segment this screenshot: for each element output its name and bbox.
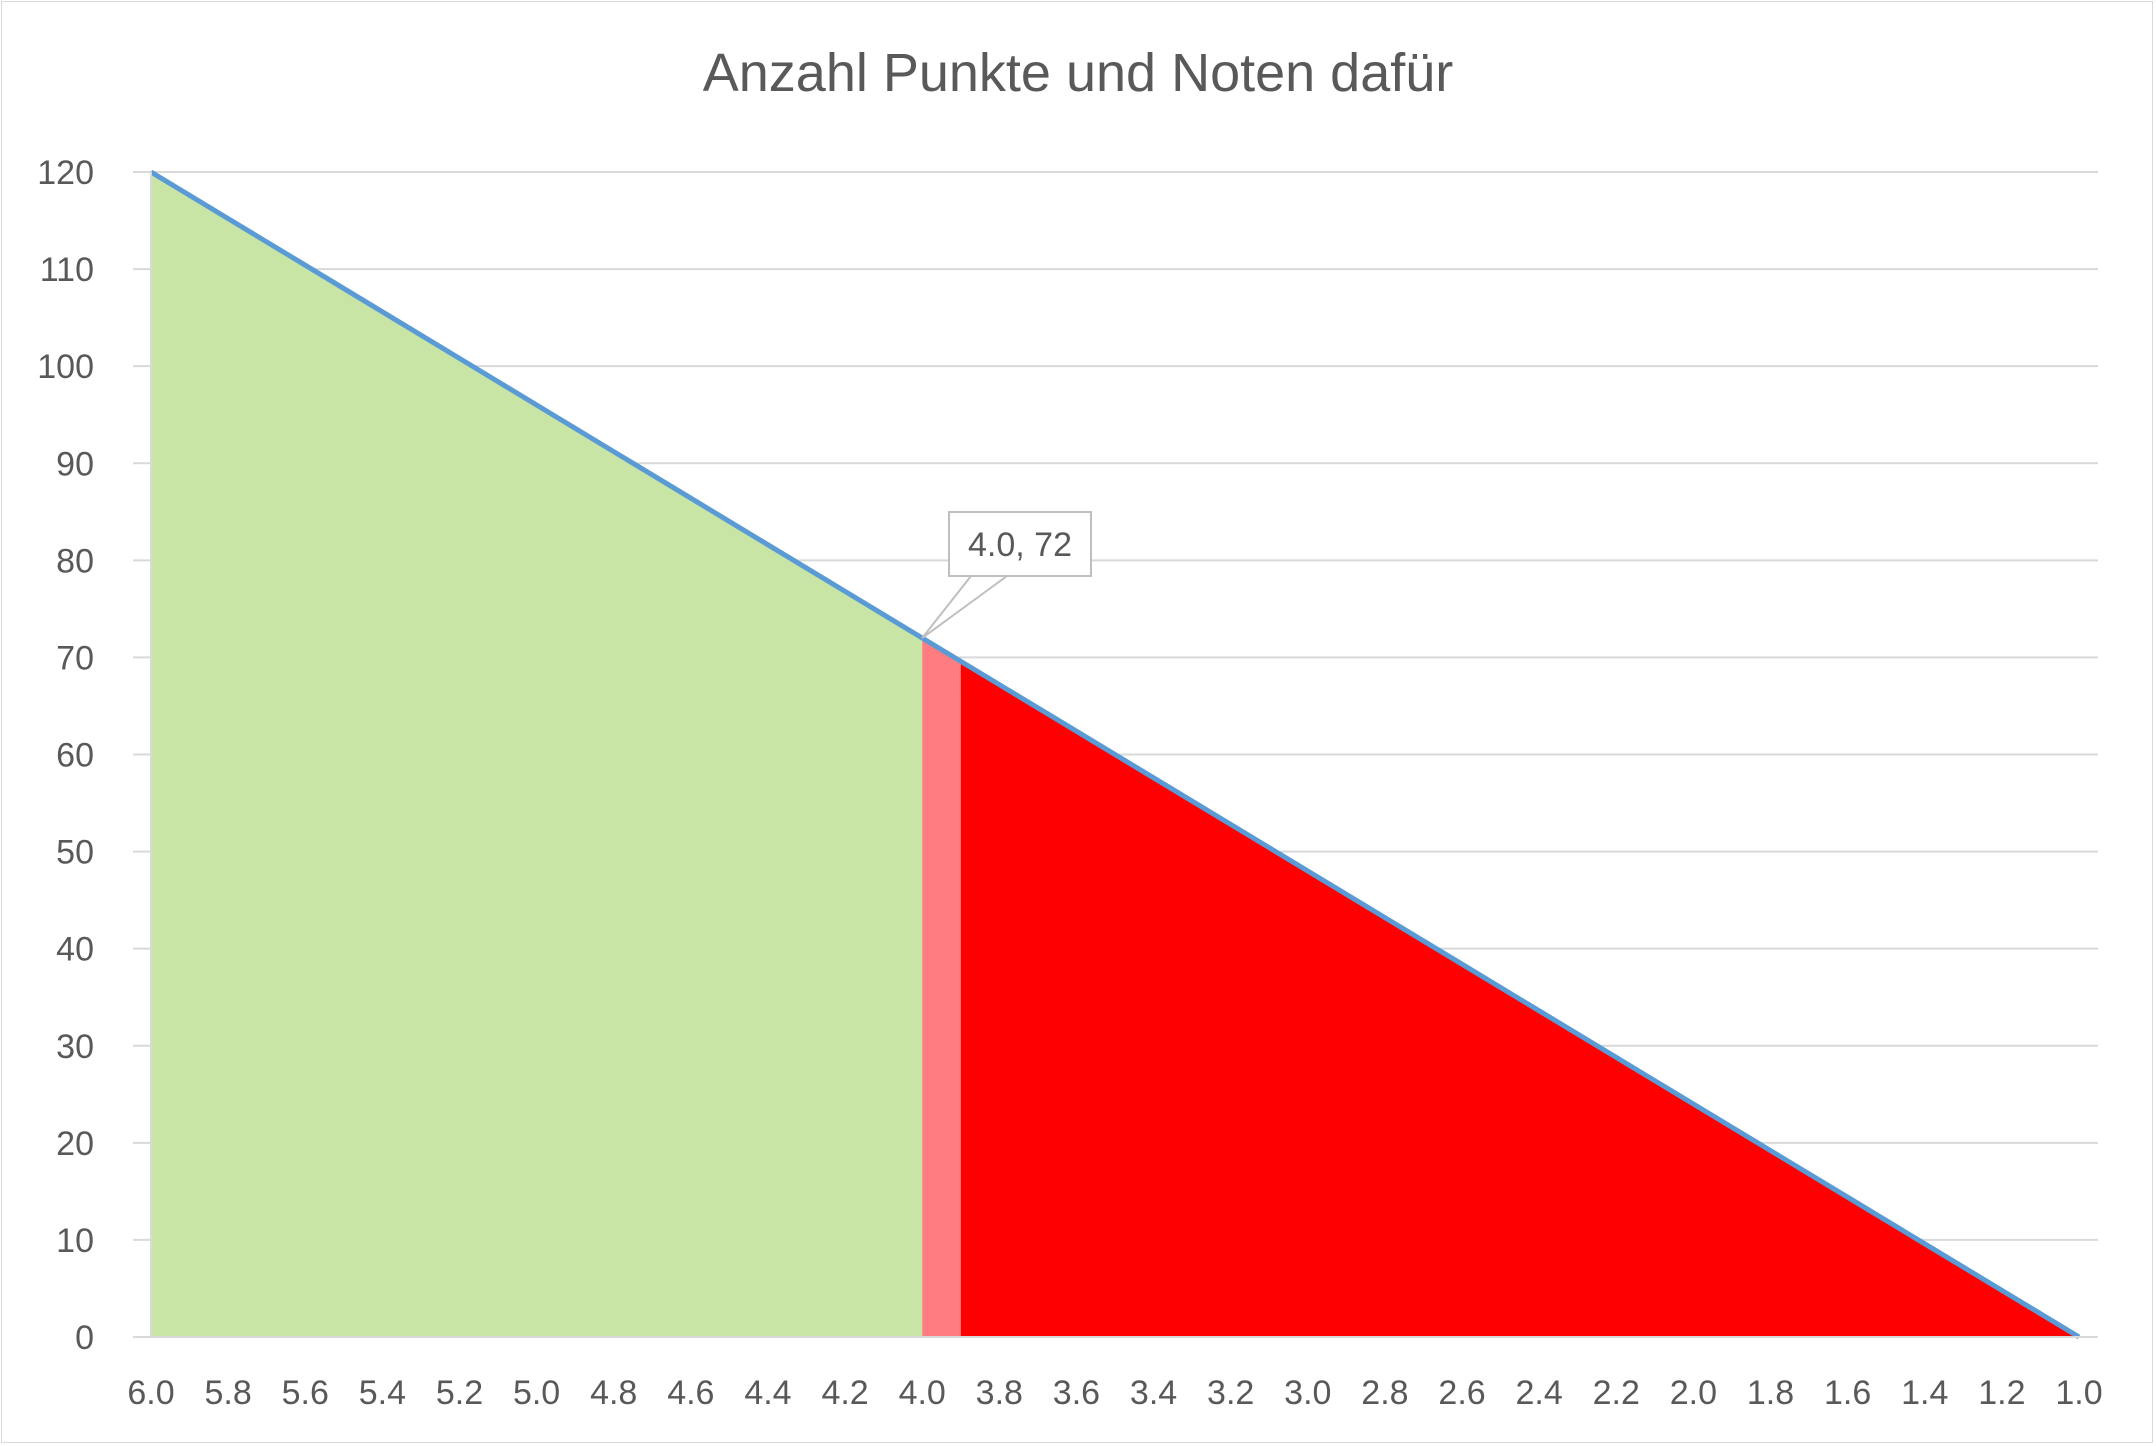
x-tick-label: 2.4 [1516, 1374, 1563, 1412]
y-tick-label: 0 [75, 1319, 94, 1357]
axes [133, 172, 2098, 1338]
x-tick-label: 5.0 [513, 1374, 560, 1412]
x-tick-label: 6.0 [127, 1374, 174, 1412]
x-tick-labels: 6.0 5.8 5.6 5.4 5.2 5.0 4.8 4.6 4.4 4.2 4.0 3.8 3.6 3… [127, 1374, 2102, 1412]
x-tick-label: 2.8 [1361, 1374, 1408, 1412]
y-tick-label: 80 [56, 542, 94, 580]
y-tick-label: 40 [56, 931, 94, 969]
callout-label: 4.0, 72 [968, 526, 1072, 564]
x-tick-label: 5.6 [282, 1374, 329, 1412]
y-tick-label: 90 [56, 445, 94, 483]
y-tick-label: 50 [56, 834, 94, 872]
x-tick-label: 2.6 [1438, 1374, 1485, 1412]
series-line-layer [149, 169, 2081, 1340]
x-tick-label: 3.4 [1130, 1374, 1177, 1412]
x-tick-label: 5.2 [436, 1374, 483, 1412]
y-tick-labels: 0 10 20 30 40 50 60 70 80 90 100 110 120 [37, 154, 94, 1357]
y-tick-label: 70 [56, 639, 94, 677]
series-line [149, 169, 2081, 1340]
area-region [922, 638, 961, 1337]
x-tick-label: 1.8 [1747, 1374, 1794, 1412]
x-tick-label: 1.6 [1824, 1374, 1871, 1412]
y-tick-label: 100 [37, 348, 94, 386]
x-tick-label: 5.8 [204, 1374, 251, 1412]
y-tick-label: 30 [56, 1028, 94, 1066]
x-tick-label: 2.0 [1670, 1374, 1717, 1412]
callout-box [948, 511, 1092, 577]
chart-title: Anzahl Punkte und Noten dafür [702, 43, 1454, 103]
y-tick-label: 20 [56, 1125, 94, 1163]
x-tick-label: 4.2 [821, 1374, 868, 1412]
callout-pointer [921, 575, 1008, 639]
y-tick-label: 120 [37, 154, 94, 192]
x-tick-label: 1.4 [1901, 1374, 1948, 1412]
x-tick-label: 4.6 [667, 1374, 714, 1412]
x-tick-label: 4.0 [899, 1374, 946, 1412]
area-region [151, 172, 923, 1337]
x-tick-label: 2.2 [1593, 1374, 1640, 1412]
x-tick-label: 3.0 [1284, 1374, 1331, 1412]
y-tick-label: 110 [40, 251, 94, 289]
x-tick-label: 1.2 [1978, 1374, 2025, 1412]
data-callout: 4.0, 72 [921, 511, 1092, 639]
x-tick-label: 3.2 [1207, 1374, 1254, 1412]
x-tick-label: 4.8 [590, 1374, 637, 1412]
y-tick-label: 60 [56, 737, 94, 775]
x-tick-label: 5.4 [359, 1374, 406, 1412]
x-tick-label: 1.0 [2055, 1374, 2102, 1412]
y-tick-label: 10 [56, 1222, 94, 1260]
x-tick-label: 4.4 [744, 1374, 791, 1412]
x-tick-label: 3.8 [976, 1374, 1023, 1412]
x-tick-label: 3.6 [1053, 1374, 1100, 1412]
